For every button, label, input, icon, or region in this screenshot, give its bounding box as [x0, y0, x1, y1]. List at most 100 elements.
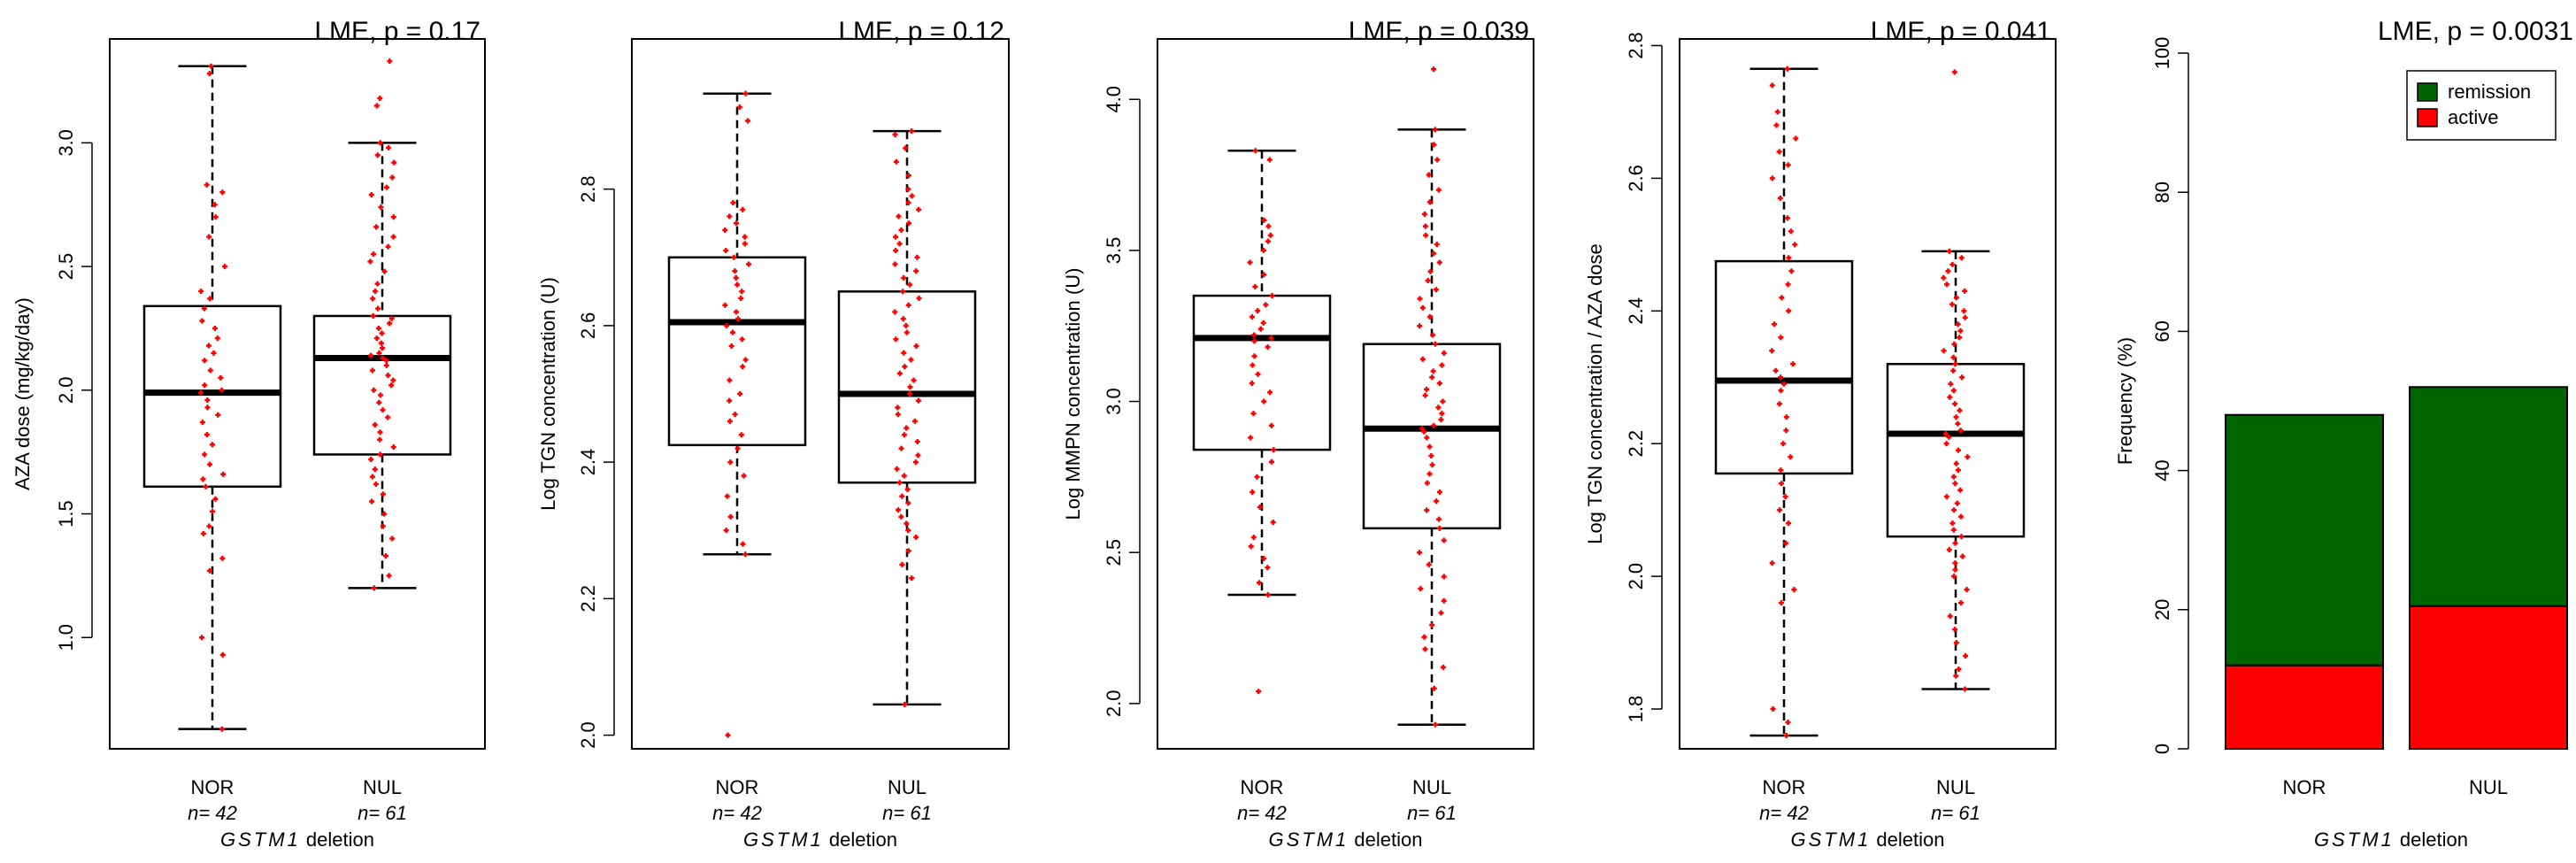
- chart-title: LME, p = 0.0031: [2378, 17, 2573, 46]
- data-point: [378, 204, 384, 211]
- data-point: [1791, 587, 1797, 593]
- y-tick-label: 2.4: [577, 449, 599, 476]
- data-point: [1954, 500, 1960, 506]
- data-point: [1430, 66, 1436, 73]
- box-group-nor: [1192, 148, 1332, 695]
- data-point: [1250, 489, 1256, 495]
- data-point: [1417, 296, 1423, 302]
- data-point: [1778, 388, 1784, 394]
- data-point: [369, 367, 375, 374]
- y-tick-label: 2.5: [1103, 539, 1125, 566]
- data-point: [1788, 268, 1795, 274]
- x-axis-label-gene: GSTM1: [220, 828, 301, 851]
- data-point: [1248, 543, 1254, 550]
- data-point: [1786, 308, 1792, 314]
- data-point: [724, 493, 730, 499]
- data-point: [1435, 187, 1442, 193]
- data-point: [909, 575, 915, 582]
- data-point: [722, 302, 728, 308]
- data-point: [723, 528, 729, 534]
- y-tick-label: 20: [2151, 599, 2173, 620]
- data-point: [1783, 733, 1789, 739]
- data-point: [727, 513, 734, 520]
- y-tick-label: 0: [2151, 744, 2173, 754]
- data-point: [383, 358, 389, 364]
- data-point: [1947, 613, 1953, 620]
- data-point: [375, 325, 381, 331]
- data-point: [1946, 547, 1952, 553]
- data-point: [204, 397, 211, 403]
- data-point: [1425, 278, 1431, 284]
- data-point: [219, 555, 226, 561]
- data-point: [905, 528, 911, 534]
- data-point: [1261, 217, 1267, 223]
- data-point: [376, 350, 382, 356]
- box-iqr: [1192, 294, 1332, 451]
- data-point: [1260, 247, 1266, 253]
- data-point: [893, 336, 899, 343]
- data-point: [723, 248, 729, 254]
- data-point: [902, 364, 908, 370]
- data-point: [733, 309, 739, 315]
- bar-active: [2409, 605, 2568, 750]
- data-point: [1779, 481, 1785, 487]
- data-point: [1260, 320, 1266, 326]
- x-tick-label: NUL: [363, 776, 402, 798]
- box-group-nor: [667, 90, 807, 738]
- data-point: [1251, 353, 1257, 359]
- group-n-label: n= 42: [1237, 802, 1287, 824]
- x-axis-label: GSTM1 deletion: [220, 828, 374, 851]
- data-point: [1252, 148, 1258, 154]
- data-point: [377, 96, 383, 102]
- x-axis-label-gene: GSTM1: [1791, 828, 1872, 851]
- data-point: [1784, 215, 1790, 221]
- data-point: [1943, 494, 1949, 500]
- data-point: [1955, 447, 1961, 453]
- data-point: [899, 561, 905, 567]
- y-tick-label: 80: [2151, 181, 2173, 203]
- data-point: [1417, 550, 1423, 556]
- data-point: [1943, 441, 1949, 447]
- data-point: [387, 320, 393, 327]
- data-point: [1952, 361, 1958, 367]
- data-point: [1785, 162, 1791, 168]
- data-point: [745, 118, 751, 124]
- y-axis-label: AZA dose (mg/kg/day): [12, 297, 34, 490]
- data-point: [727, 418, 733, 424]
- chart-title: LME, p = 0.12: [838, 17, 1004, 46]
- data-point: [914, 438, 920, 444]
- data-point: [733, 274, 739, 281]
- data-point: [211, 202, 218, 208]
- data-point: [1434, 498, 1440, 505]
- data-point: [906, 391, 912, 397]
- data-point: [219, 387, 225, 393]
- data-point: [904, 520, 910, 527]
- data-point: [369, 474, 375, 480]
- data-point: [1426, 471, 1433, 477]
- data-point: [1431, 685, 1437, 691]
- data-point: [214, 335, 220, 342]
- data-point: [1271, 447, 1277, 453]
- data-point: [742, 234, 748, 240]
- data-point: [1247, 259, 1253, 266]
- data-point: [1434, 157, 1441, 163]
- data-point: [1779, 295, 1785, 301]
- x-axis-label-gene: GSTM1: [2314, 828, 2395, 851]
- data-point: [215, 412, 221, 418]
- data-point: [905, 186, 911, 192]
- data-point: [376, 399, 382, 405]
- chart-panel-1: LME, p = 0.17 1.0 1.5 2.0 2.5 3.0 AZA dose (mg…: [12, 17, 486, 851]
- data-point: [905, 548, 911, 554]
- y-axis: 2.0 2.2 2.4 2.6 2.8: [577, 175, 615, 749]
- data-point: [202, 358, 208, 364]
- data-point: [201, 305, 207, 312]
- data-point: [725, 732, 731, 738]
- data-point: [1426, 313, 1433, 320]
- data-point: [732, 412, 738, 418]
- data-point: [1261, 398, 1267, 405]
- data-point: [211, 350, 217, 356]
- data-point: [1429, 462, 1435, 468]
- plot-frame: [1157, 38, 1534, 750]
- data-point: [1952, 540, 1958, 546]
- data-point: [370, 312, 376, 319]
